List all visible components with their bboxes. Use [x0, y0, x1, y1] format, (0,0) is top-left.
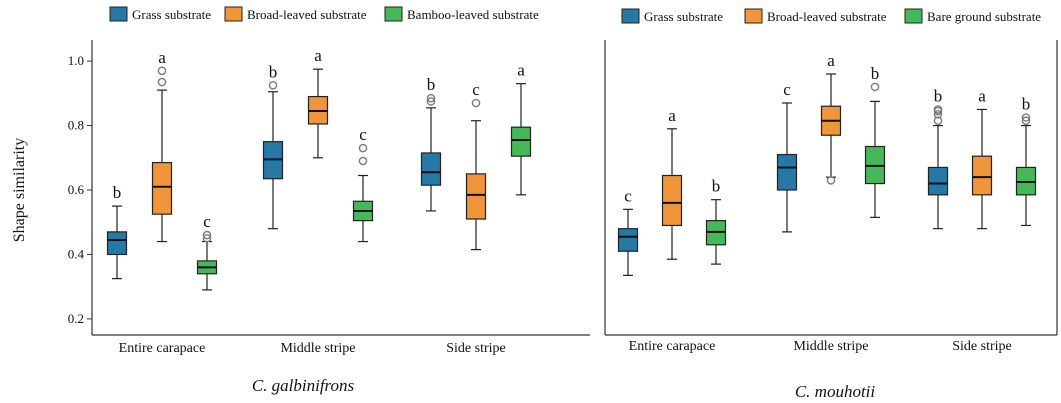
significance-letter: b: [113, 183, 122, 202]
outlier-point: [358, 156, 368, 166]
category-label: Side stripe: [446, 341, 506, 356]
box-grass-2: c: [776, 80, 798, 233]
y-tick-label: 0.4: [68, 246, 85, 261]
significance-letter: b: [934, 86, 943, 105]
box-broad-1: a: [151, 48, 173, 243]
outlier-point: [157, 66, 167, 76]
significance-letter: a: [978, 86, 986, 105]
box-broad-2: a: [820, 51, 842, 185]
box-broad-2: a: [307, 46, 329, 159]
box-iqr: [151, 162, 173, 215]
legend-swatch: [384, 6, 403, 22]
box-green-1: c: [196, 212, 218, 291]
outlier-point: [471, 98, 481, 108]
significance-letter: b: [1022, 95, 1031, 114]
box-green-2: c: [352, 125, 374, 243]
legend-swatch: [744, 8, 763, 24]
y-tick-label: 0.8: [68, 118, 84, 133]
significance-letter: c: [203, 212, 211, 231]
box-iqr: [420, 152, 442, 186]
category-label: Entire carapace: [119, 341, 206, 356]
outlier-point: [1021, 113, 1031, 122]
chart-panel-2: Grass substrate Broad-leaved substrate Bar…: [604, 8, 1058, 401]
box-broad-3: a: [971, 86, 993, 230]
y-tick-label: 0.6: [68, 182, 85, 197]
significance-letter: a: [314, 46, 322, 65]
box-green-2: b: [864, 64, 886, 218]
significance-letter: c: [624, 186, 632, 205]
significance-letter: b: [269, 62, 278, 81]
category-label: Side stripe: [952, 339, 1012, 354]
outlier-point: [870, 82, 880, 92]
legend-label: Grass substrate: [644, 9, 723, 24]
legend-label: Bamboo-leaved substrate: [407, 7, 539, 22]
legend-swatch: [224, 6, 243, 22]
outlier-point: [426, 97, 436, 106]
significance-letter: c: [472, 80, 480, 99]
box-iqr: [617, 228, 639, 252]
box-grass-2: b: [262, 62, 284, 230]
category-label: Middle stripe: [280, 341, 355, 356]
outlier-point: [826, 176, 836, 185]
box-grass-3: b: [927, 86, 949, 230]
box-iqr: [106, 231, 128, 256]
significance-letter: a: [158, 48, 166, 67]
significance-letter: b: [871, 64, 880, 83]
significance-letter: a: [517, 61, 525, 80]
box-iqr: [465, 173, 487, 220]
box-grass-3: b: [420, 75, 442, 212]
outlier-point: [933, 116, 943, 126]
y-tick-label: 1.0: [68, 53, 84, 68]
box-iqr: [776, 153, 798, 191]
category-label: Entire carapace: [629, 339, 716, 354]
legend-swatch: [621, 8, 640, 24]
significance-letter: c: [359, 125, 367, 144]
box-iqr: [927, 166, 949, 196]
box-broad-3: c: [465, 80, 487, 251]
box-green-3: b: [1015, 95, 1037, 227]
category-label: Middle stripe: [793, 339, 868, 354]
outlier-point: [268, 80, 278, 90]
significance-letter: a: [668, 106, 676, 125]
box-iqr: [971, 155, 993, 196]
box-green-1: b: [705, 177, 727, 265]
box-grass-1: b: [106, 183, 128, 280]
panel-title: C. mouhotii: [795, 382, 876, 401]
box-iqr: [510, 126, 532, 157]
panel-title: C. galbinifrons: [252, 376, 355, 395]
box-iqr: [661, 174, 683, 227]
outlier-point: [157, 77, 167, 87]
y-tick-label: 0.2: [68, 311, 84, 326]
box-broad-1: a: [661, 106, 683, 260]
significance-letter: a: [827, 51, 835, 70]
legend-label: Broad-leaved substrate: [767, 9, 887, 24]
outlier-point: [202, 234, 212, 243]
legend-label: Bare ground substrate: [927, 9, 1041, 24]
y-axis-label: Shape similarity: [11, 138, 28, 242]
chart-panel-1: 0.2 0.4 0.6 0.8 1.0 Shape similarity Grass sub…: [11, 6, 590, 395]
outlier-point: [933, 109, 943, 119]
legend-label: Grass substrate: [132, 7, 211, 22]
outlier-point: [426, 93, 436, 103]
outlier-point: [1021, 116, 1031, 126]
significance-letter: b: [427, 75, 436, 94]
outlier-point: [933, 105, 943, 114]
box-green-3: a: [510, 61, 532, 196]
outlier-point: [358, 143, 368, 153]
legend-swatch: [904, 8, 923, 24]
significance-letter: b: [712, 177, 721, 196]
box-grass-1: c: [617, 186, 639, 276]
outlier-point: [202, 230, 212, 240]
significance-letter: c: [783, 80, 791, 99]
legend-label: Broad-leaved substrate: [247, 7, 367, 22]
legend-swatch: [109, 6, 128, 22]
